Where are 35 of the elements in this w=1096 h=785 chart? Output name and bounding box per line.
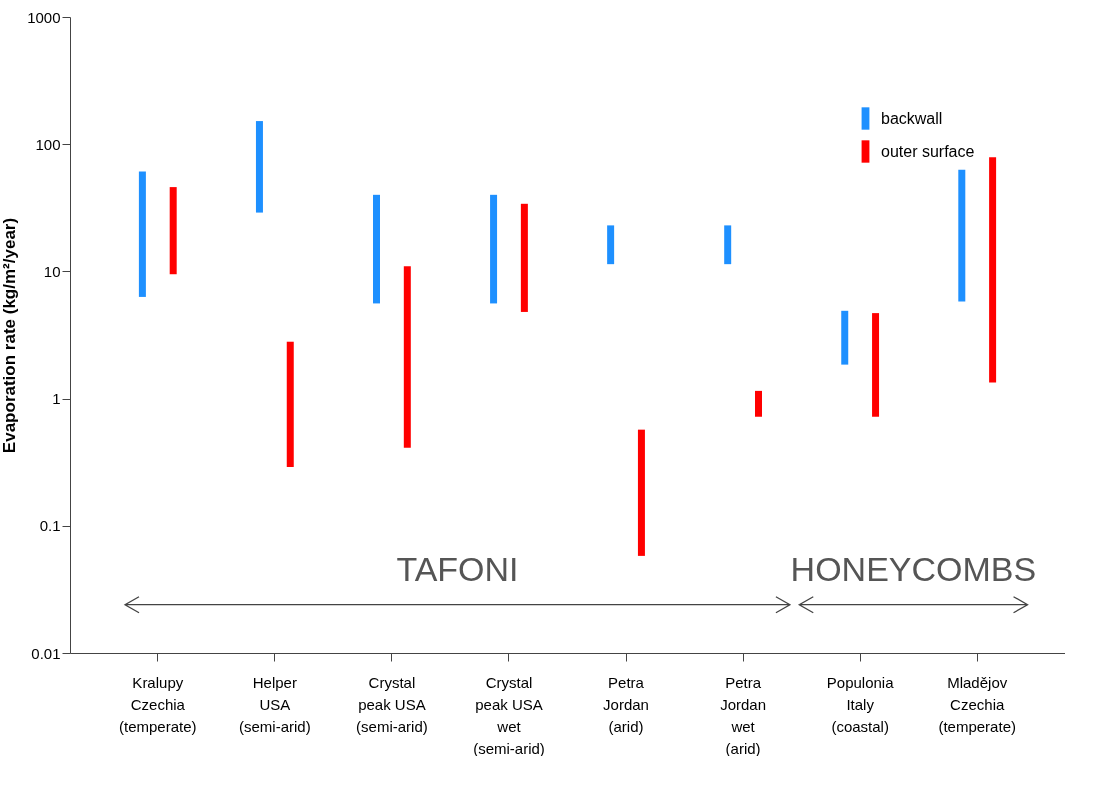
bar	[373, 194, 381, 304]
y-tick-label: 0.01	[31, 644, 61, 662]
y-axis-title: Evaporation rate (kg/m²/year)	[0, 217, 20, 454]
bar	[607, 225, 615, 265]
bar	[754, 390, 762, 417]
bar	[520, 203, 528, 312]
bar	[169, 187, 177, 275]
x-tick-label: Crystal peak USA wet (semi-arid)	[473, 673, 545, 757]
bar	[724, 225, 732, 265]
y-tick-label: 1000	[27, 8, 61, 26]
legend-label: backwall	[881, 109, 943, 127]
bar	[841, 310, 849, 365]
bar	[958, 169, 966, 302]
bar	[989, 157, 997, 383]
x-tick-label: Helper USA (semi-arid)	[239, 673, 311, 735]
bar	[872, 313, 880, 417]
bar	[138, 171, 146, 297]
x-tick-label: Kralupy Czechia (temperate)	[119, 673, 197, 735]
x-tick-label: Mladějov Czechia (temperate)	[938, 673, 1016, 735]
y-tick-label: 10	[43, 262, 61, 280]
annotation: HONEYCOMBS	[790, 549, 1037, 588]
bar	[286, 341, 294, 467]
y-tick-label: 0.1	[39, 517, 61, 535]
bar	[490, 194, 498, 304]
x-tick-label: Crystal peak USA (semi-arid)	[356, 673, 428, 735]
bar	[403, 266, 411, 448]
bar	[255, 121, 263, 213]
legend-label: outer surface	[881, 142, 975, 160]
bar	[637, 429, 645, 556]
y-tick-label: 100	[35, 135, 61, 153]
annotation: TAFONI	[396, 549, 519, 588]
x-tick-label: Populonia Italy (coastal)	[826, 673, 895, 735]
x-tick-label: Petra Jordan (arid)	[603, 673, 649, 735]
y-tick-label: 1	[52, 390, 61, 408]
x-tick-label: Petra Jordan wet (arid)	[720, 673, 767, 757]
